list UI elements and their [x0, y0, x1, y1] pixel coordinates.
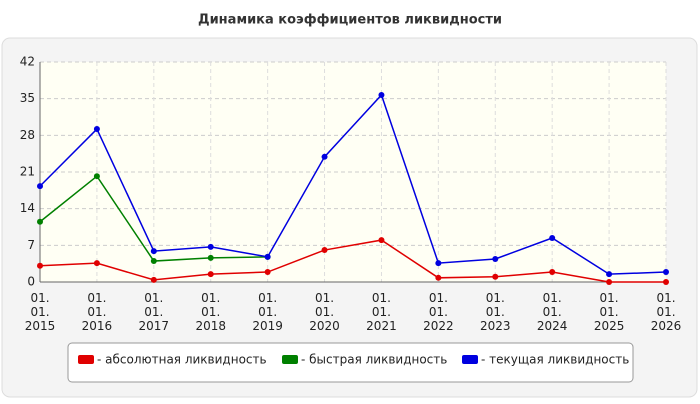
legend-label: - быстрая ликвидность — [301, 353, 447, 367]
point — [150, 248, 157, 255]
y-tick-label: 14 — [20, 201, 35, 215]
x-tick-label: 01. 01. 2020 — [309, 291, 340, 333]
point — [549, 235, 556, 241]
series-line — [39, 239, 666, 283]
y-tick-label: 28 — [20, 128, 35, 142]
x-tick-label: 01. 01. 2021 — [366, 291, 397, 333]
legend-swatch — [78, 355, 94, 364]
y-tick-label: 35 — [20, 91, 35, 105]
point — [207, 254, 214, 261]
point — [207, 243, 214, 250]
x-tick-label: 01. 01. 2018 — [195, 291, 226, 333]
y-tick-label: 21 — [20, 165, 35, 179]
point — [150, 276, 157, 283]
point — [378, 92, 385, 98]
x-tick-label: 01. 01. 2017 — [139, 291, 170, 333]
point — [435, 274, 442, 281]
point — [492, 255, 499, 262]
legend-swatch — [282, 355, 298, 364]
point — [549, 269, 556, 276]
point — [378, 237, 385, 244]
point — [663, 279, 669, 285]
x-tick-label: 01. 01. 2016 — [82, 291, 113, 333]
x-tick-label: 01. 01. 2024 — [537, 291, 568, 333]
point — [37, 183, 43, 190]
point — [264, 253, 271, 260]
point — [207, 271, 214, 278]
legend-label: - абсолютная ликвидность — [97, 353, 267, 367]
x-tick-label: 01. 01. 2015 — [25, 291, 56, 333]
x-tick-label: 01. 01. 2019 — [252, 291, 283, 333]
point — [37, 262, 43, 269]
point — [93, 126, 100, 133]
legend-label: - текущая ликвидность — [481, 353, 629, 367]
point — [492, 273, 499, 280]
point — [37, 218, 43, 225]
point — [321, 153, 328, 160]
point — [606, 271, 613, 278]
x-tick-label: 01. 01. 2023 — [480, 291, 511, 333]
point — [264, 269, 271, 276]
point — [435, 260, 442, 267]
legend-swatch — [462, 355, 478, 364]
x-tick-label: 01. 01. 2025 — [594, 291, 625, 333]
y-tick-label: 7 — [27, 238, 35, 252]
legend — [67, 342, 634, 383]
point — [606, 279, 613, 285]
x-tick-label: 01. 01. 2026 — [651, 291, 682, 333]
y-tick-label: 0 — [27, 275, 35, 289]
point — [93, 173, 100, 180]
point — [150, 258, 157, 265]
series-line — [39, 93, 667, 275]
y-tick-label: 42 — [20, 55, 35, 69]
chart-title: Динамика коэффициентов ликвидности — [198, 13, 502, 28]
x-tick-label: 01. 01. 2022 — [423, 291, 454, 333]
point — [93, 260, 100, 267]
point — [663, 269, 669, 276]
point — [321, 247, 328, 254]
